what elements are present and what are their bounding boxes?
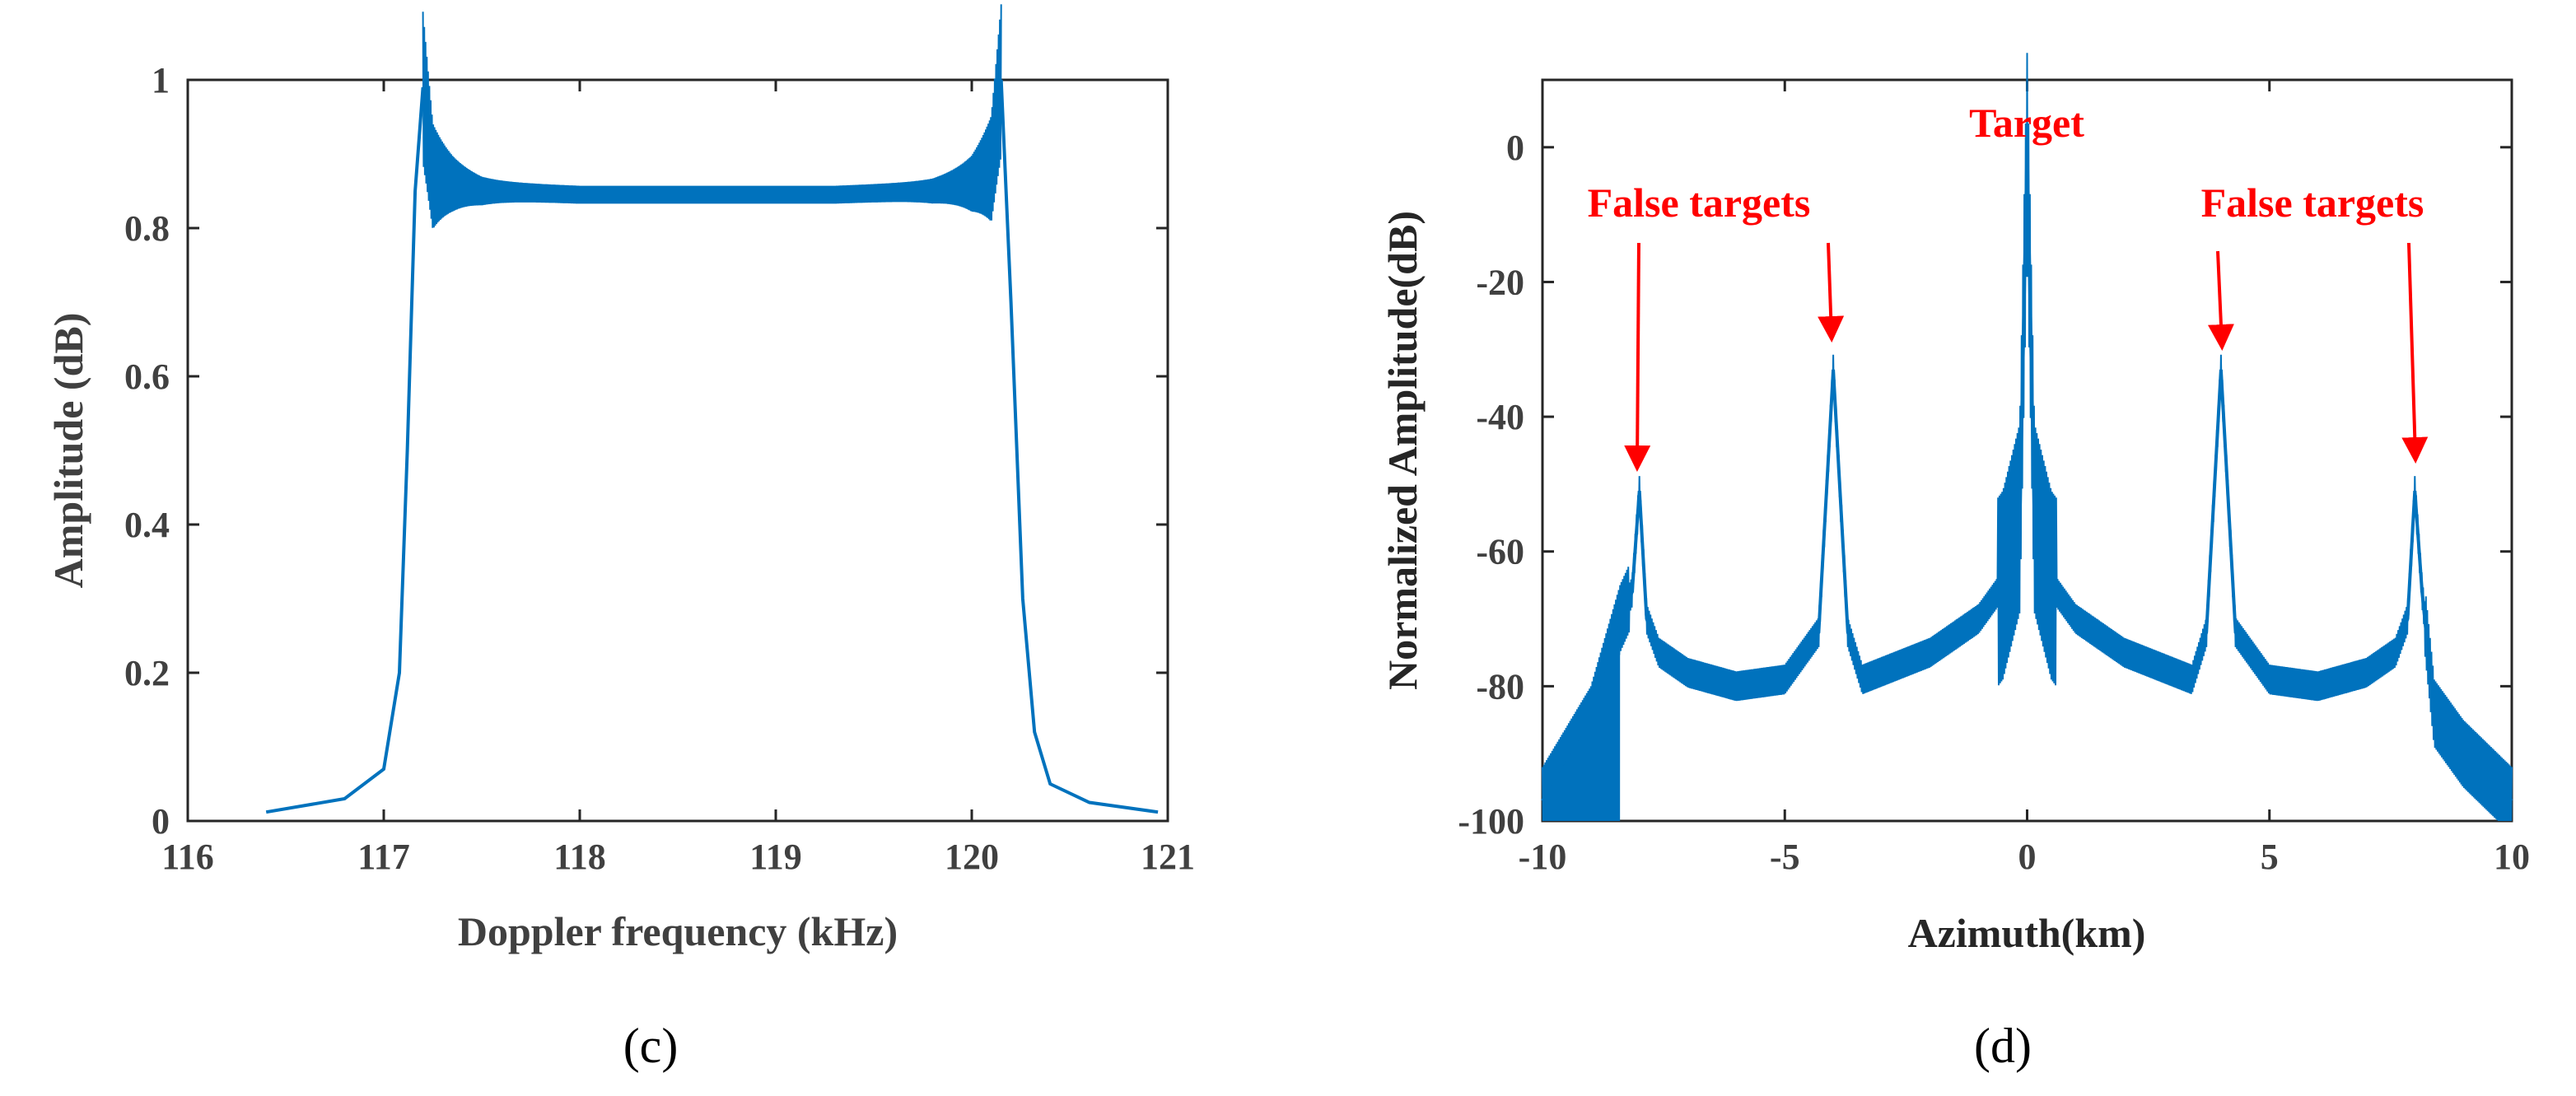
chart-c-oscillation [422, 4, 1002, 228]
y-tick-label: -80 [1476, 666, 1524, 707]
y-tick-label: -100 [1458, 801, 1524, 842]
chart-c-plot-box [186, 78, 1169, 823]
arrow-false-target-2 [1818, 242, 1845, 343]
chart-d: -10 -5 0 5 10 -100 -80 -60 -40 -20 0 False targets… [1379, 53, 2530, 1073]
x-tick-label: 5 [2261, 837, 2279, 877]
chart-d-ylabel: Normalized Amplitude(dB) [1379, 211, 1426, 690]
chart-c-oscillation-band [422, 4, 1002, 228]
y-tick-label: -40 [1476, 397, 1524, 437]
annotation-target: Target [1969, 100, 2084, 146]
chart-c-xlabel: Doppler frequency (kHz) [458, 908, 898, 954]
x-tick-label: 10 [2494, 837, 2530, 877]
chart-d-oscillation [1542, 53, 2513, 822]
x-tick-label: -10 [1519, 837, 1567, 877]
chart-d-panel-label: (d) [1974, 1019, 2032, 1073]
y-tick-label: 0.6 [124, 357, 170, 397]
chart-d-ticks: -10 -5 0 5 10 -100 -80 -60 -40 -20 0 [1458, 80, 2530, 877]
x-tick-label: 116 [161, 837, 214, 877]
arrow-false-target-3 [2207, 250, 2234, 351]
chart-c-axes [186, 78, 1169, 823]
x-tick-label: 119 [749, 837, 802, 877]
chart-c: 116 117 118 119 120 121 0 0.2 0.4 0.6 0.8 1 Doppler… [45, 4, 1195, 1073]
chart-c-ticks: 116 117 118 119 120 121 0 0.2 0.4 0.6 0.8 1 [124, 60, 1195, 877]
x-tick-label: 120 [945, 837, 999, 877]
chart-d-xlabel: Azimuth(km) [1908, 910, 2146, 956]
x-tick-label: 0 [2018, 837, 2037, 877]
y-tick-label: 0 [1506, 128, 1524, 168]
arrow-false-target-4 [2401, 242, 2429, 464]
chart-d-left-wing-fill [1542, 618, 1621, 821]
x-tick-label: -5 [1770, 837, 1800, 877]
chart-d-oscillation-band [1542, 53, 2513, 822]
y-tick-label: -60 [1476, 532, 1524, 572]
y-tick-label: 0.2 [124, 653, 170, 693]
chart-c-ylabel: Amplitude (dB) [45, 313, 91, 589]
y-tick-label: 0.4 [124, 505, 170, 545]
chart-c-panel-label: (c) [623, 1019, 679, 1073]
x-tick-label: 117 [357, 837, 410, 877]
y-tick-label: -20 [1476, 262, 1524, 302]
x-tick-label: 121 [1141, 837, 1195, 877]
x-tick-label: 118 [553, 837, 606, 877]
y-tick-label: 0 [152, 801, 170, 842]
arrow-false-target-1 [1624, 242, 1651, 472]
annotation-false-targets-left: False targets [1588, 180, 1811, 226]
y-tick-label: 0.8 [124, 208, 170, 249]
y-tick-label: 1 [152, 60, 170, 100]
annotation-false-targets-right: False targets [2201, 180, 2424, 226]
